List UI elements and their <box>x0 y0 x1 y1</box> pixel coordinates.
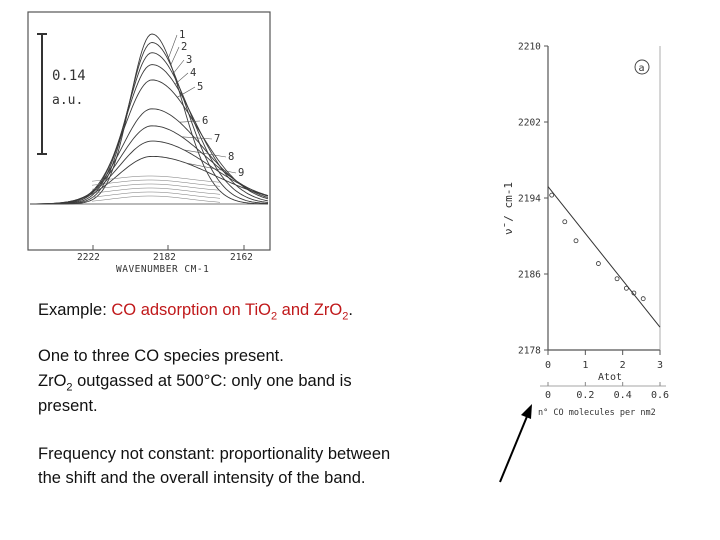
ir-series-label: 4 <box>190 67 196 79</box>
density-tick: 0.4 <box>614 390 632 401</box>
scale-bar-unit: a.u. <box>52 93 83 108</box>
ir-series-leader <box>168 34 178 58</box>
frequency-shift-chart: 2210 2202 2194 2186 2178 ν̄ / cm-1 a 0 1 2 3 At… <box>490 30 712 425</box>
shift-y-tick: 2202 <box>518 118 541 129</box>
shift-point <box>596 261 601 266</box>
atot-axis-label: Atot <box>598 372 622 383</box>
ir-series-leader <box>186 162 237 174</box>
shift-point <box>623 285 629 291</box>
ir-grid-curve <box>91 183 221 191</box>
shift-point <box>549 192 555 198</box>
atot-tick: 0 <box>545 360 551 371</box>
ir-series-label: 8 <box>228 151 234 163</box>
ir-grid-curve <box>91 187 221 195</box>
caption-species: One to three CO species present. <box>38 347 284 365</box>
panel-label: a <box>639 63 645 74</box>
ir-curve-9 <box>30 155 269 205</box>
panel-label-circle <box>634 59 650 75</box>
caption-outgassed: ZrO2 outgassed at 500°C: only one band i… <box>38 372 352 394</box>
shift-points <box>549 192 646 302</box>
ir-x-tick: 2222 <box>77 252 100 263</box>
atot-tick: 2 <box>620 360 626 371</box>
ir-grid-curve <box>91 191 221 199</box>
caption-example: Example: CO adsorption on TiO2 and ZrO2. <box>38 301 353 323</box>
ir-curves <box>30 33 269 205</box>
shift-y-ticks: 2210 2202 2194 2186 2178 <box>518 42 548 357</box>
ir-plot-frame <box>27 11 271 251</box>
ir-series-label: 7 <box>214 133 220 145</box>
shift-point <box>562 219 568 225</box>
atot-tick: 1 <box>582 360 588 371</box>
shift-y-tick: 2178 <box>518 346 541 357</box>
shift-point <box>573 238 579 244</box>
ir-series-leader <box>183 149 227 158</box>
density-tick: 0 <box>545 390 551 401</box>
atot-axis-ticks: 0 1 2 3 <box>545 350 663 371</box>
ir-series-label: 6 <box>202 115 208 127</box>
ir-series-label: 2 <box>181 41 187 53</box>
shift-y-axis-label: ν̄ / cm-1 <box>502 182 515 235</box>
ir-x-tick: 2182 <box>153 252 176 263</box>
shift-point <box>614 276 620 282</box>
ir-series-leader <box>179 120 201 123</box>
pointer-arrow <box>499 404 532 483</box>
density-axis-ticks: 0 0.2 0.4 0.6 <box>545 382 669 401</box>
scale-bar-value: 0.14 <box>52 68 86 84</box>
ir-series-label: 1 <box>179 29 185 41</box>
ir-curve-7 <box>30 125 269 205</box>
ir-curve-3 <box>30 52 269 205</box>
ir-series-label: 3 <box>186 54 192 66</box>
shift-y-tick: 2210 <box>518 42 541 53</box>
shift-point <box>631 290 637 296</box>
ir-grid-curve <box>91 195 221 203</box>
ir-x-tick: 2162 <box>230 252 253 263</box>
atot-tick: 3 <box>657 360 663 371</box>
ir-series-leader <box>177 86 196 98</box>
trend-line <box>547 186 661 328</box>
ir-series-leader <box>181 136 213 140</box>
caption-frequency: Frequency not constant: proportionality … <box>38 445 391 463</box>
ir-x-axis-label: WAVENUMBER CM-1 <box>116 264 209 275</box>
ir-series-label: 5 <box>197 81 203 93</box>
caption-present: present. <box>38 397 98 415</box>
shift-y-tick: 2194 <box>518 194 541 205</box>
shift-point <box>640 296 646 302</box>
ir-grid-curve <box>91 175 221 183</box>
ir-grid-curve <box>91 179 221 187</box>
density-tick: 0.2 <box>576 390 594 401</box>
ir-series-leader <box>170 46 180 66</box>
density-tick: 0.6 <box>651 390 669 401</box>
ir-series-leader <box>174 72 189 85</box>
caption-shift: the shift and the overall intensity of t… <box>38 469 366 487</box>
ir-series-leader <box>172 59 185 75</box>
density-axis-label: n° CO molecules per nm2 <box>538 408 656 418</box>
ir-series-label: 9 <box>238 167 244 179</box>
shift-y-tick: 2186 <box>518 270 541 281</box>
